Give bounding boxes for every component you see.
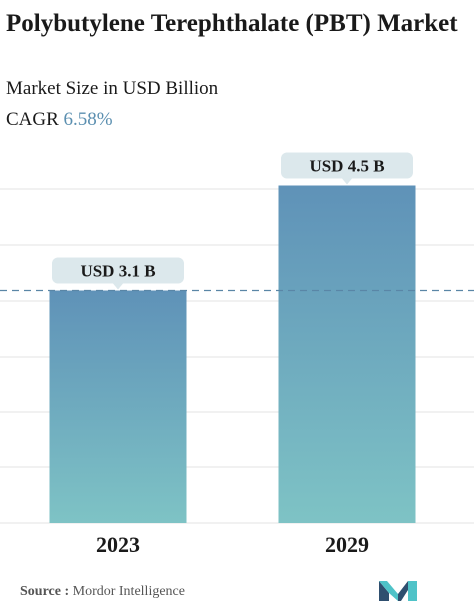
value-label-text: USD 4.5 B [309,157,384,176]
x-tick-label: 2029 [325,532,369,557]
value-label-2023: USD 3.1 B [52,257,184,290]
source-label: Source : [20,584,70,599]
cagr-label: CAGR [6,109,59,130]
cagr-text: CAGR 6.58% [6,108,113,132]
x-tick-label: 2023 [96,532,140,557]
source-name: Mordor Intelligence [72,584,185,599]
source-note: Source : Mordor Intelligence [20,583,185,601]
chart-title: Polybutylene Terephthalate (PBT) Market [6,10,458,37]
mordor-intelligence-logo-icon [379,581,417,601]
bar-2029 [278,185,416,523]
cagr-value: 6.58% [63,109,113,130]
value-label-2029: USD 4.5 B [281,152,413,185]
bar-2023 [49,290,187,523]
chart-subtitle: Market Size in USD Billion [6,78,219,99]
value-label-text: USD 3.1 B [80,262,155,281]
